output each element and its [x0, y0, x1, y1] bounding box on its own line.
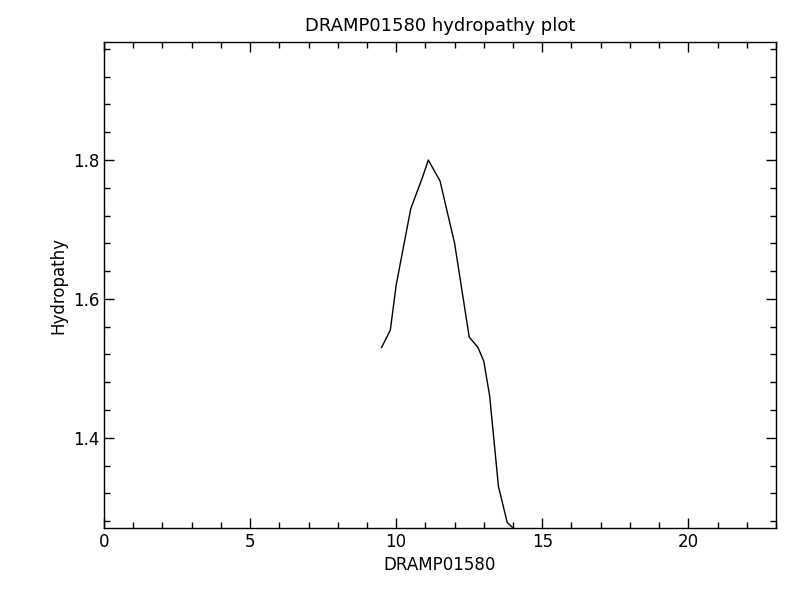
Y-axis label: Hydropathy: Hydropathy: [50, 236, 67, 334]
Title: DRAMP01580 hydropathy plot: DRAMP01580 hydropathy plot: [305, 17, 575, 35]
X-axis label: DRAMP01580: DRAMP01580: [384, 556, 496, 574]
